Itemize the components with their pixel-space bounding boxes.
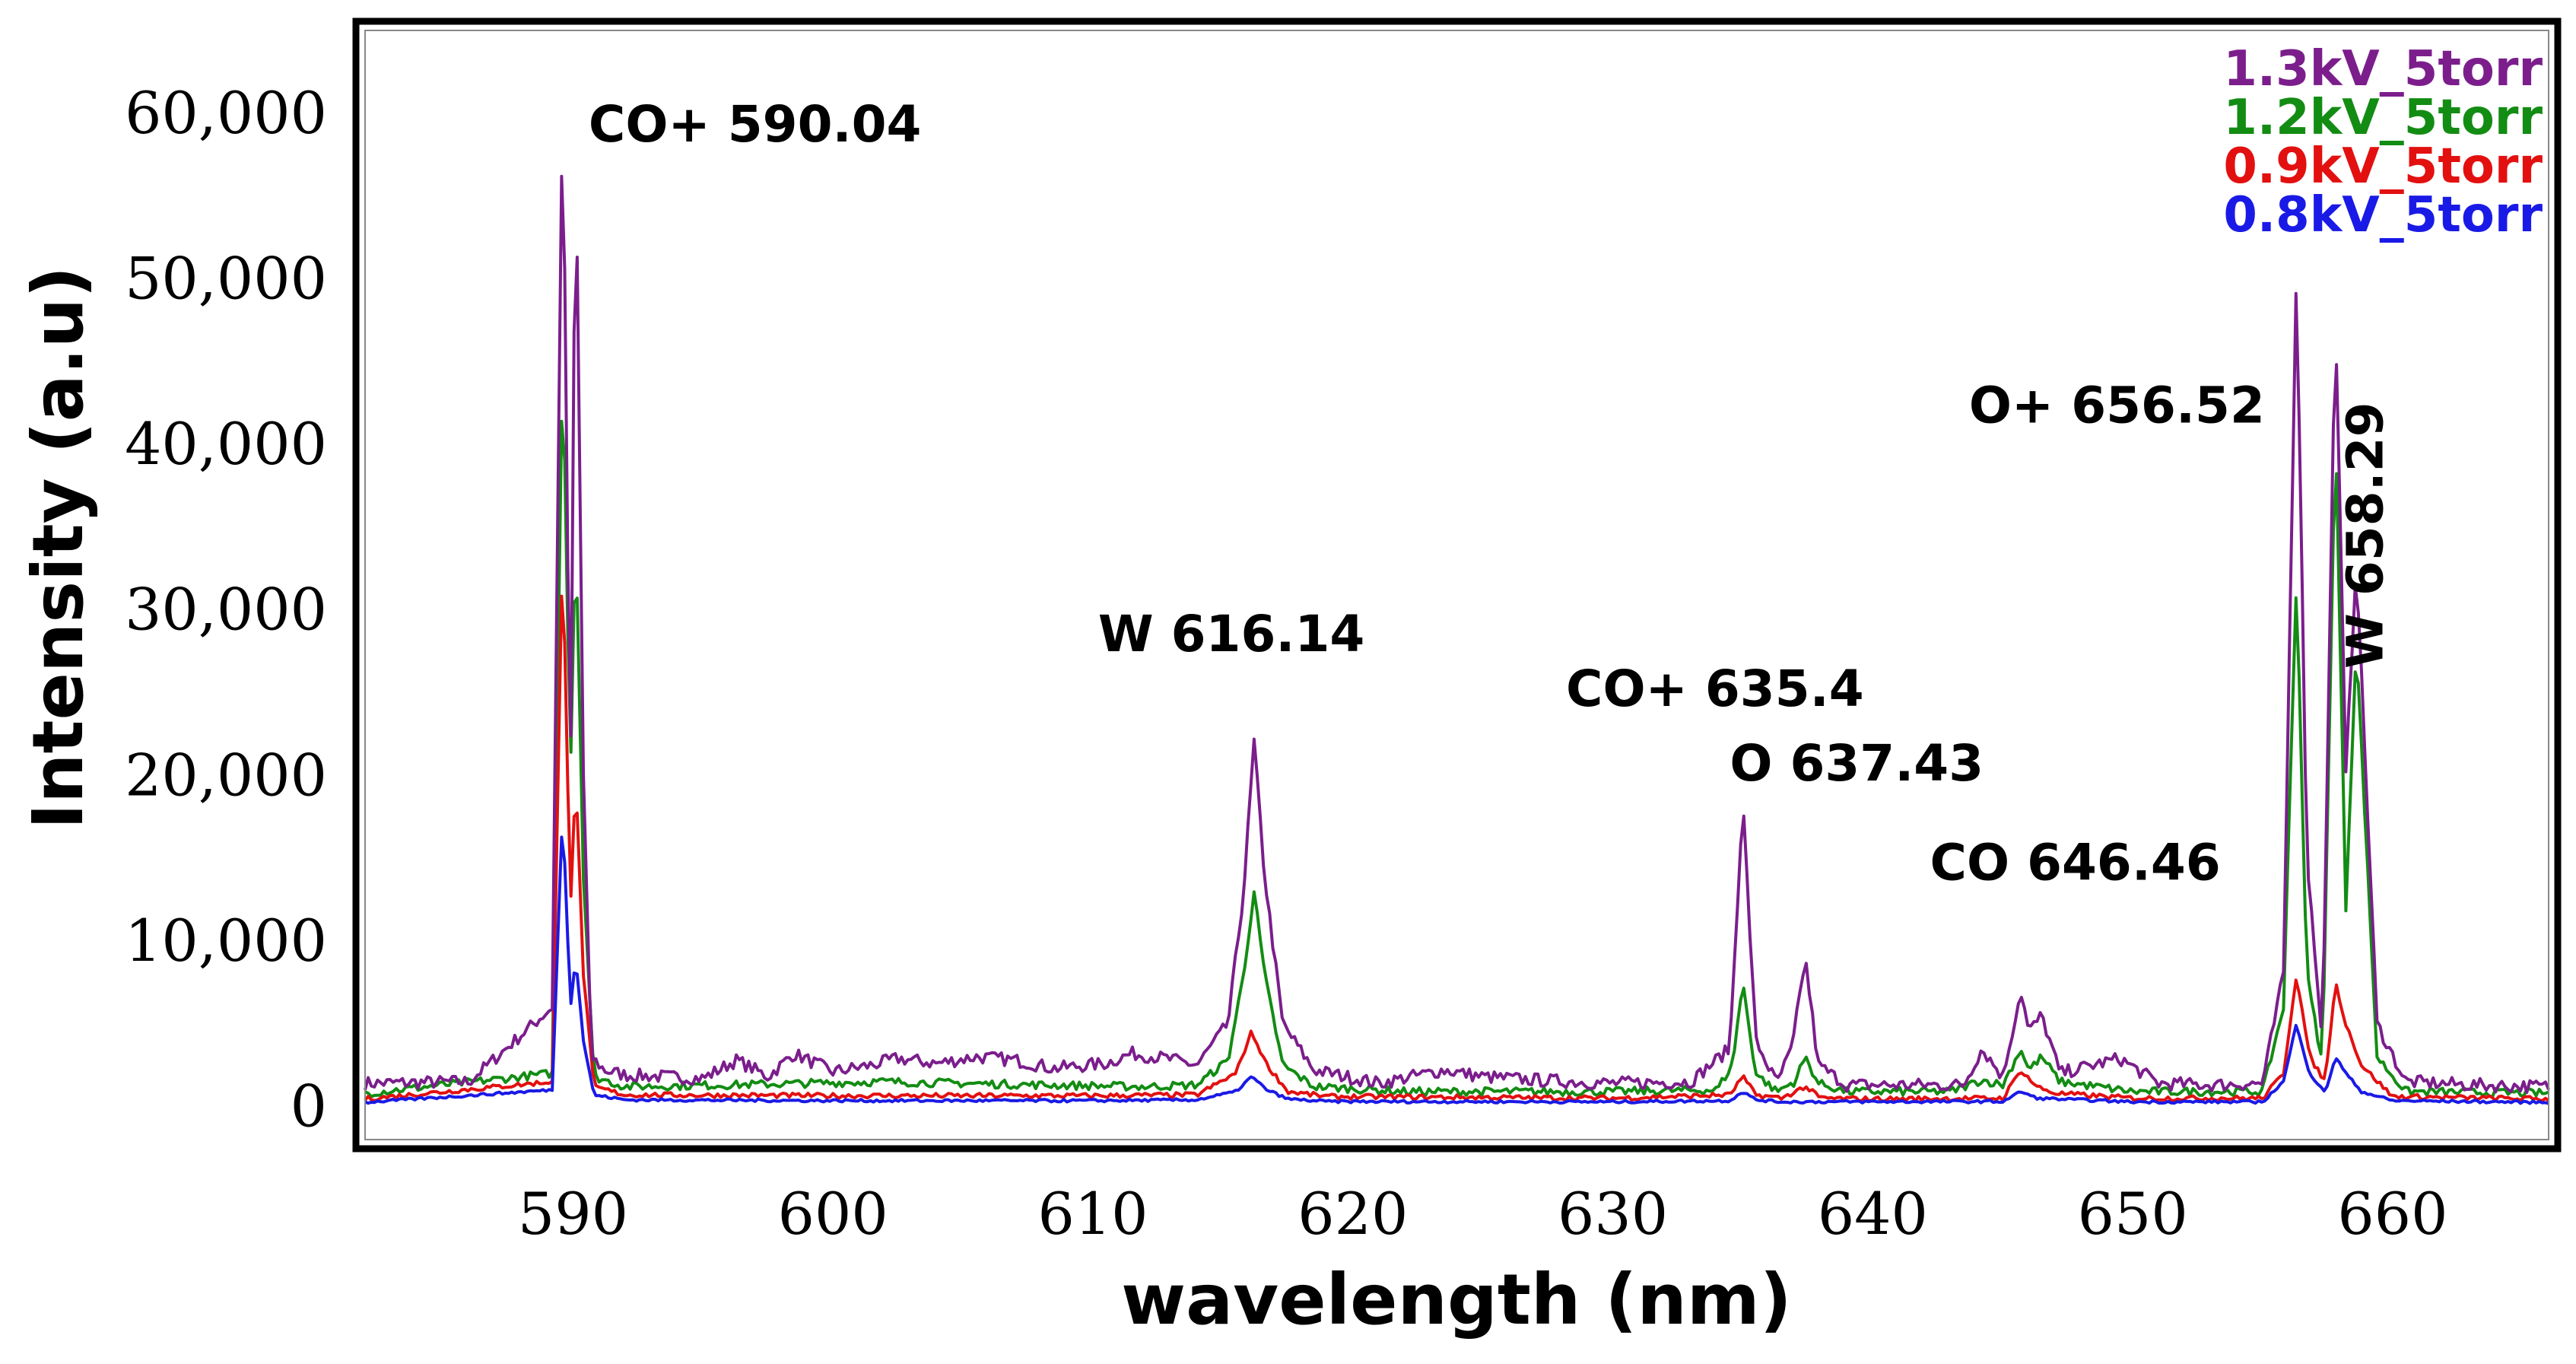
series-layer bbox=[364, 174, 2550, 1105]
y-tick-label: 50,000 bbox=[125, 244, 327, 312]
peak-annotation: W 616.14 bbox=[1098, 605, 1364, 663]
x-tick-label: 620 bbox=[1298, 1180, 1408, 1248]
x-tick-label: 660 bbox=[2337, 1180, 2447, 1248]
legend: 1.3kV_5torr1.2kV_5torr0.9kV_5torr0.8kV_5… bbox=[2223, 41, 2543, 243]
plot-inner-frame bbox=[364, 30, 2549, 1140]
y-tick-label: 0 bbox=[291, 1072, 327, 1140]
peak-annotation: O+ 656.52 bbox=[1969, 377, 2265, 435]
x-tick-label: 640 bbox=[1818, 1180, 1928, 1248]
x-axis-ticks: 590 600 610 620 630 640 650 660 bbox=[518, 1180, 2448, 1248]
x-tick-label: 630 bbox=[1558, 1180, 1668, 1248]
legend-entry: 0.9kV_5torr bbox=[2223, 138, 2543, 195]
peak-annotation: W 658.29 bbox=[2336, 402, 2394, 668]
x-tick-label: 650 bbox=[2078, 1180, 2188, 1248]
peak-annotation: CO+ 635.4 bbox=[1566, 660, 1864, 718]
series-line bbox=[364, 174, 2550, 1095]
legend-entry: 0.8kV_5torr bbox=[2223, 187, 2543, 243]
peak-annotation: O 637.43 bbox=[1730, 734, 1984, 793]
y-tick-label: 20,000 bbox=[125, 741, 327, 809]
y-axis-title: Intensity (a.u) bbox=[17, 266, 99, 830]
peak-annotation: CO+ 590.04 bbox=[589, 95, 922, 154]
y-tick-label: 60,000 bbox=[125, 79, 327, 147]
series-line bbox=[364, 594, 2550, 1103]
x-axis-title: wavelength (nm) bbox=[1121, 1259, 1792, 1340]
peak-annotation: CO 646.46 bbox=[1930, 833, 2221, 892]
annotations: CO+ 590.04 W 616.14 CO+ 635.4 O 637.43 CO 64… bbox=[589, 95, 2394, 892]
x-tick-label: 600 bbox=[778, 1180, 888, 1248]
y-axis-ticks: 0 10,000 20,000 30,000 40,000 50,000 60,000 bbox=[125, 79, 327, 1140]
legend-entry: 1.2kV_5torr bbox=[2223, 90, 2543, 146]
series-line bbox=[364, 835, 2549, 1105]
series-line bbox=[364, 419, 2549, 1099]
y-tick-label: 30,000 bbox=[125, 576, 327, 644]
y-tick-label: 40,000 bbox=[125, 410, 327, 478]
plot-frame bbox=[352, 17, 2562, 1153]
x-tick-label: 610 bbox=[1037, 1180, 1148, 1248]
y-tick-label: 10,000 bbox=[125, 907, 327, 975]
x-tick-label: 590 bbox=[518, 1180, 628, 1248]
legend-entry: 1.3kV_5torr bbox=[2223, 41, 2543, 97]
